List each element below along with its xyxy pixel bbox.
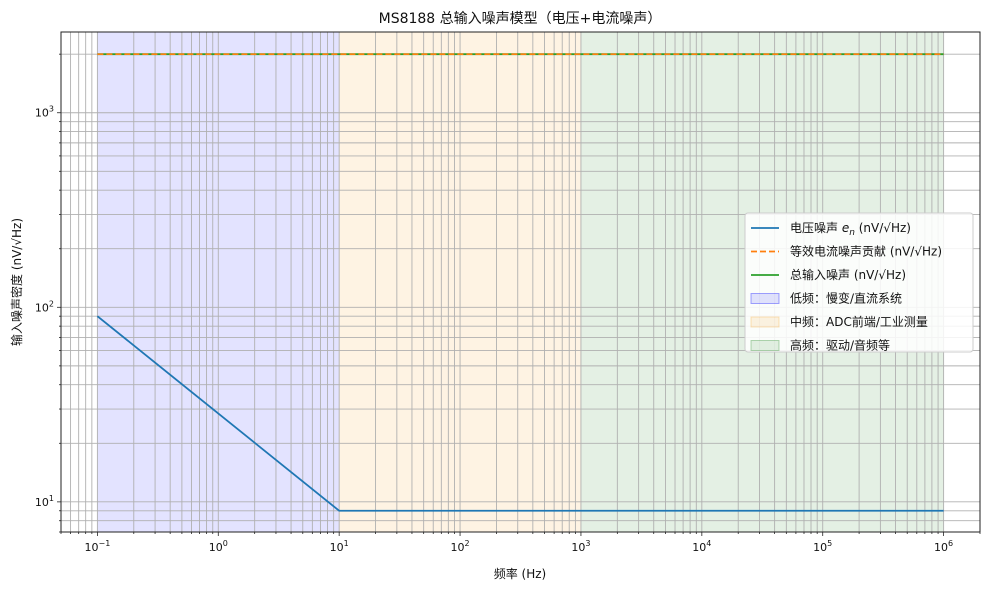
legend-box [744,212,974,353]
legend: 电压噪声 en (nV/√Hz) 等效电流噪声贡献 (nV/√Hz) 总输入噪声 (… [744,212,974,353]
legend-label-band-0: 低频：慢变/直流系统 [790,291,902,306]
y-axis-label: 输入噪声密度 (nV/√Hz) [9,218,24,346]
legend-swatch-band-2 [750,340,780,351]
legend-label-series-2: 总输入噪声 (nV/√Hz) [790,267,906,282]
plot-frame [60,31,981,533]
legend-label-band-1: 中频：ADC前端/工业测量 [790,314,928,329]
axis-ticks: 10−1 100 101 102 103 104 105 106 101 102 103 [35,53,981,554]
x-tick-label: 10−1 [84,539,110,554]
y-tick-label: 101 [35,494,54,509]
x-tick-label: 106 [934,539,953,554]
x-tick-label: 100 [209,539,228,554]
legend-swatch-band-1 [750,316,780,328]
data-series [96,53,944,512]
x-tick-label: 103 [571,539,590,554]
chart-title: MS8188 总输入噪声模型（电压+电流噪声） [379,11,662,27]
legend-label-band-2: 高频：驱动/音频等 [790,338,890,353]
y-tick-label: 103 [35,105,54,120]
legend-swatch-band-0 [750,293,780,304]
y-tick-label: 102 [35,299,54,314]
x-axis-label: 频率 (Hz) [494,566,547,581]
legend-label-series-0: 电压噪声 en (nV/√Hz) [790,221,911,238]
x-tick-label: 104 [692,539,711,554]
legend-label-series-1: 等效电流噪声贡献 (nV/√Hz) [790,244,942,259]
x-tick-label: 105 [813,539,832,554]
series-line-0 [96,315,944,512]
x-tick-label: 102 [451,539,470,554]
x-tick-label: 101 [330,539,349,554]
